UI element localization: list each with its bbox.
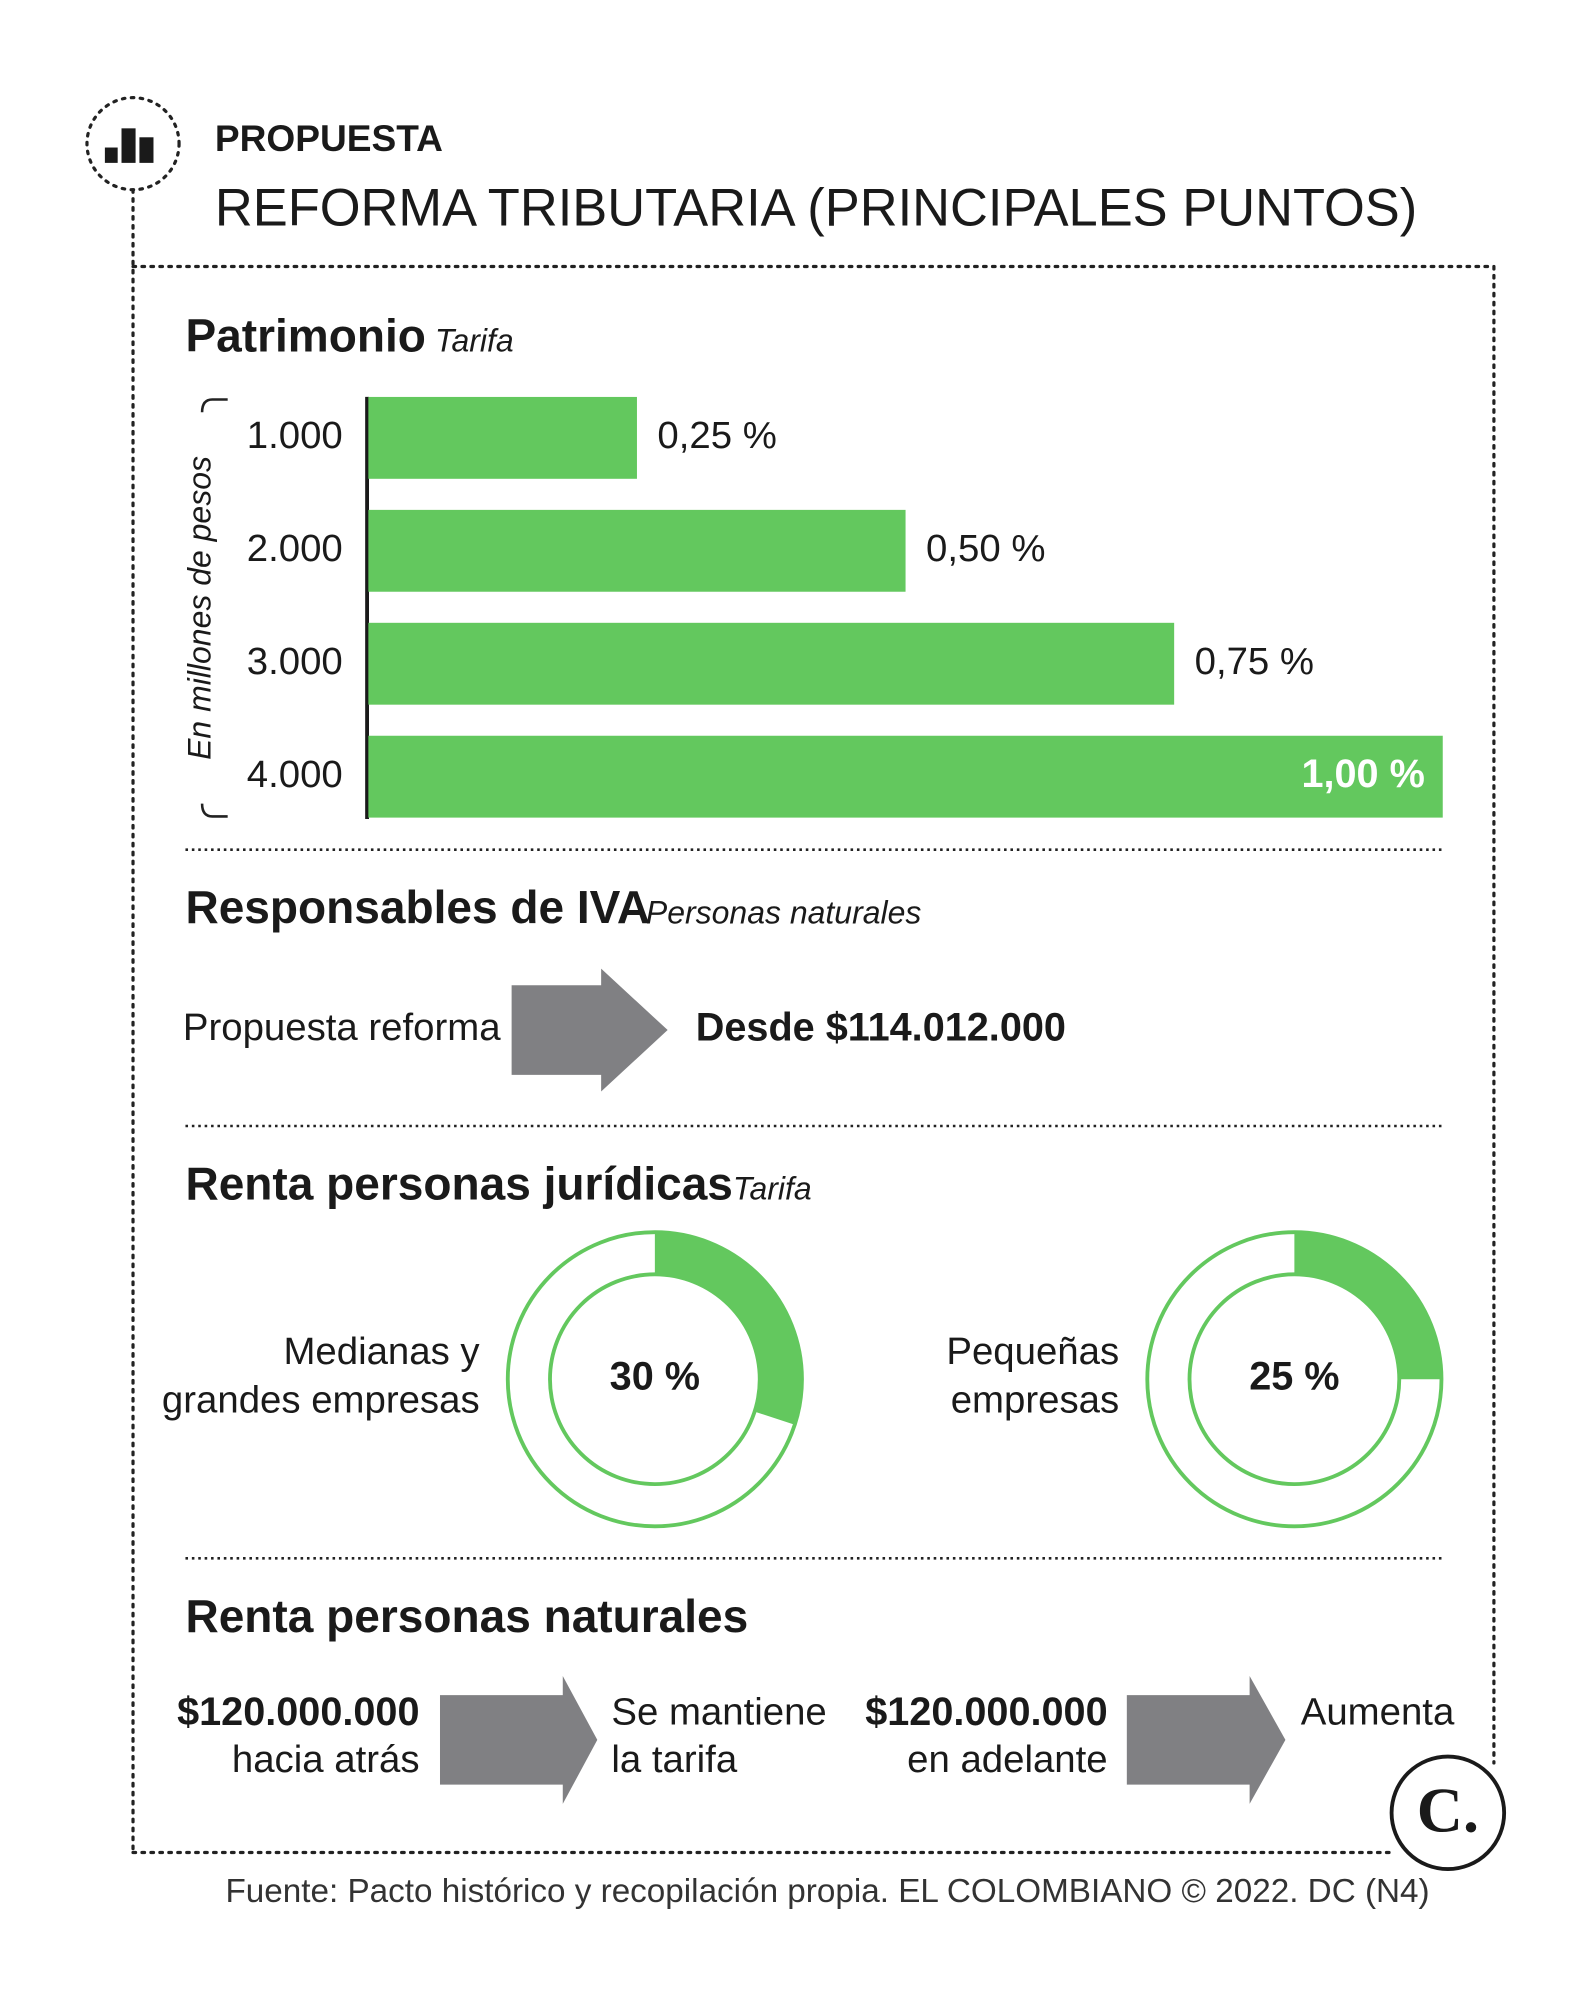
bar (368, 509, 906, 592)
data-label: 1,00 % (1301, 752, 1424, 796)
section-title: Renta personas jurídicas (185, 1158, 732, 1210)
bar (368, 622, 1175, 705)
detail: en adelante (907, 1738, 1108, 1781)
icon-bars (104, 128, 154, 163)
logo (1389, 1754, 1507, 1872)
data-label: 30 % (610, 1355, 700, 1399)
bracket (200, 398, 228, 818)
donut-segment (1294, 1232, 1442, 1380)
category-label: grandes empresas (162, 1378, 480, 1421)
section-subtitle: Personas naturales (646, 894, 921, 930)
bar (368, 396, 637, 479)
data-label: 0,25 % (657, 414, 776, 457)
y-tick-label: 2.000 (247, 527, 343, 570)
kicker: PROPUESTA (215, 117, 443, 159)
arrow (511, 968, 668, 1092)
data-label: 25 % (1249, 1355, 1339, 1399)
amount: $120.000.000 (177, 1690, 419, 1734)
category-label: empresas (951, 1378, 1119, 1421)
logo-text: C. (1417, 1774, 1479, 1845)
title: REFORMA TRIBUTARIA (PRINCIPALES PUNTOS) (215, 179, 1417, 237)
arrow (1126, 1675, 1286, 1804)
donut-segment (654, 1232, 802, 1425)
category-label: Medianas y (283, 1330, 480, 1373)
y-tick-label: 3.000 (247, 640, 343, 683)
result: la tarifa (611, 1738, 737, 1781)
category-label: Pequeñas (946, 1330, 1119, 1373)
y-axis-label: En millones de pesos (182, 456, 218, 760)
detail: hacia atrás (232, 1738, 420, 1781)
y-tick-label: 4.000 (247, 753, 343, 796)
result: Se mantiene (611, 1690, 826, 1733)
section-subtitle: Tarifa (435, 323, 514, 359)
data-label: 0,75 % (1195, 640, 1314, 683)
data-label: 0,50 % (926, 527, 1045, 570)
section-subtitle: Tarifa (733, 1171, 812, 1207)
y-tick-label: 1.000 (247, 414, 343, 457)
section-title: Patrimonio (185, 310, 425, 362)
section-title: Responsables de IVA (185, 881, 650, 933)
section-title: Renta personas naturales (185, 1590, 748, 1642)
arrow (439, 1675, 598, 1804)
result: Aumenta (1301, 1690, 1455, 1733)
amount: $120.000.000 (865, 1690, 1107, 1734)
iva-to: Desde $114.012.000 (696, 1006, 1066, 1050)
bar (368, 735, 1443, 818)
iva-from: Propuesta reforma (183, 1006, 501, 1049)
source: Fuente: Pacto histórico y recopilación p… (225, 1873, 1429, 1910)
